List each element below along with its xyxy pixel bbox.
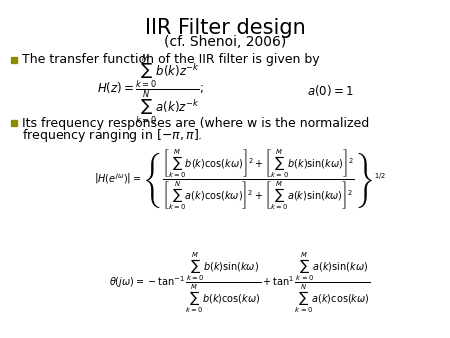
Text: $H(z) = \dfrac{\sum_{k=0}^{M} b(k)z^{-k}}{\sum_{k=0}^{N} a(k)z^{-k}};$: $H(z) = \dfrac{\sum_{k=0}^{M} b(k)z^{-k}… [96, 53, 203, 127]
Text: frequency ranging in $[-\pi, \pi]$.: frequency ranging in $[-\pi, \pi]$. [22, 127, 203, 145]
Text: $a(0) = 1$: $a(0) = 1$ [307, 82, 353, 97]
Text: Its frequency responses are (where w is the normalized: Its frequency responses are (where w is … [22, 117, 369, 129]
Text: (cf. Shenoi, 2006): (cf. Shenoi, 2006) [164, 35, 286, 49]
Text: $\theta(j\omega) = -\tan^{-1}\dfrac{\sum_{k=0}^{M} b(k)\sin(k\omega)}{\sum_{k=0}: $\theta(j\omega) = -\tan^{-1}\dfrac{\sum… [109, 251, 371, 315]
Text: IIR Filter design: IIR Filter design [144, 18, 306, 38]
Text: The transfer function of the IIR filter is given by: The transfer function of the IIR filter … [22, 53, 320, 67]
Text: $\left|H(e^{j\omega})\right| = \left\{\dfrac{\left[\sum_{k=0}^{M} b(k)\cos(k\ome: $\left|H(e^{j\omega})\right| = \left\{\d… [94, 148, 386, 212]
